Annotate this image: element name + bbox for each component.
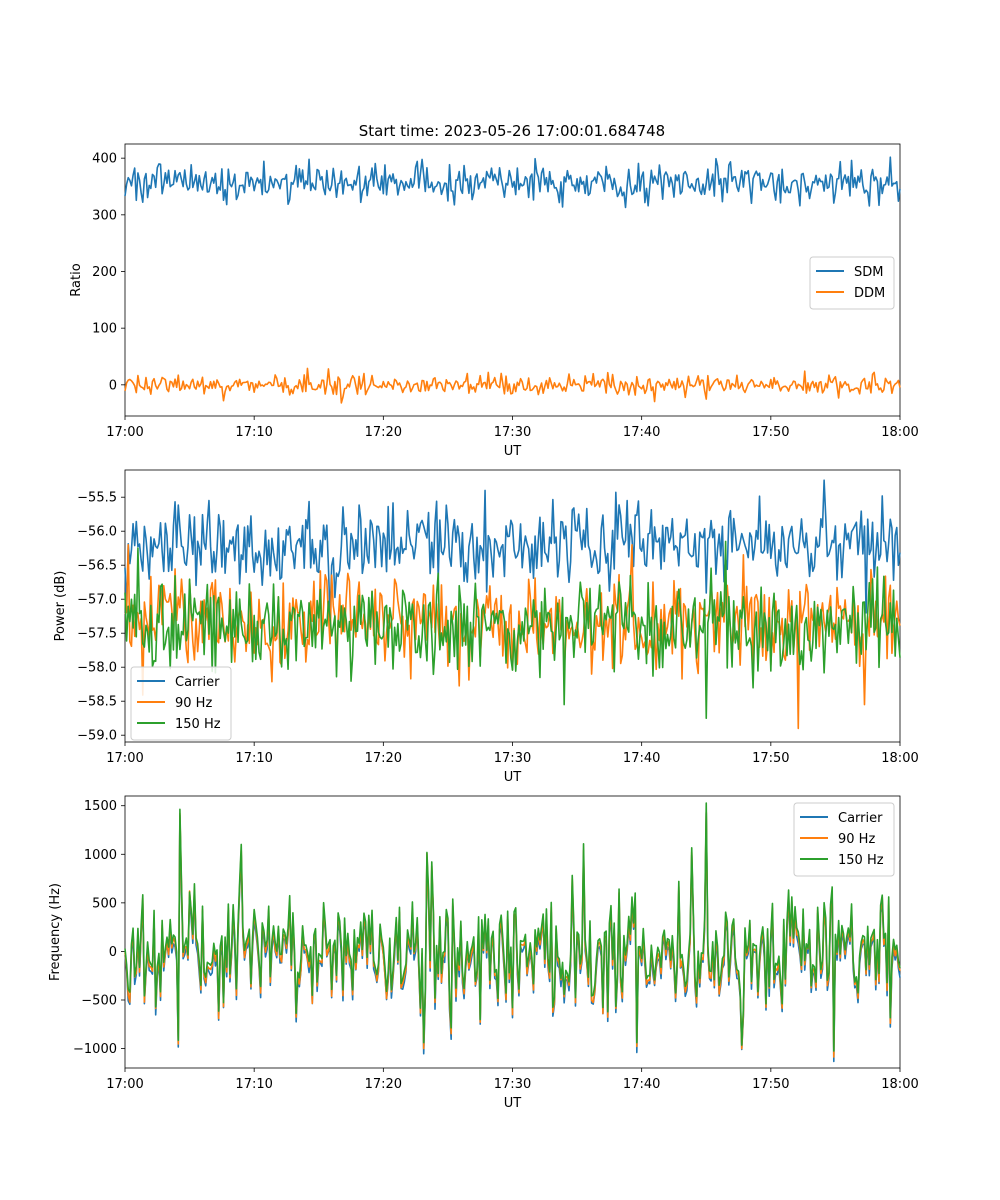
y-tick-label: 400 xyxy=(92,152,117,167)
y-tick-label: −58.5 xyxy=(77,695,117,710)
y-tick-label: 1500 xyxy=(84,799,117,814)
y-tick-label: 100 xyxy=(92,322,117,337)
y-tick-label: −57.0 xyxy=(77,593,117,608)
x-tick-label: 17:20 xyxy=(365,1077,402,1092)
y-tick-label: −500 xyxy=(81,994,117,1009)
legend-box xyxy=(130,666,232,741)
axes-frame xyxy=(124,469,901,743)
frequency-panel: 17:00 17:10 17:20 17:30 17:40 17:50 18:00 UT −10… xyxy=(48,795,919,1111)
y-tick-label: 200 xyxy=(92,265,117,280)
legend-label: 150 Hz xyxy=(175,717,221,732)
legend-label: DDM xyxy=(854,286,885,301)
x-tick-label: 17:30 xyxy=(494,425,531,440)
y-tick-label: 300 xyxy=(92,208,117,223)
x-tick-label: 17:50 xyxy=(752,1077,789,1092)
x-tick-label: 17:30 xyxy=(494,751,531,766)
y-axis-label: Power (dB) xyxy=(53,571,68,642)
y-axis-label: Ratio xyxy=(69,263,84,296)
x-tick-label: 17:00 xyxy=(106,751,143,766)
legend-label: SDM xyxy=(854,265,883,280)
series-line-sdm xyxy=(124,156,901,209)
x-tick-label: 17:50 xyxy=(752,751,789,766)
x-axis-label: UT xyxy=(504,770,522,785)
x-tick-label: 17:20 xyxy=(365,751,402,766)
x-tick-label: 17:10 xyxy=(235,425,272,440)
y-axis-label: Frequency (Hz) xyxy=(48,883,63,981)
legend: Carrier 90 Hz 150 Hz xyxy=(130,666,232,741)
x-tick-label: 17:00 xyxy=(106,425,143,440)
legend-label: Carrier xyxy=(175,675,220,690)
x-axis-label: UT xyxy=(504,444,522,459)
series-line-carrier xyxy=(124,479,901,618)
y-tick-label: 0 xyxy=(109,945,117,960)
legend-label: 150 Hz xyxy=(838,853,884,868)
y-tick-label: −58.0 xyxy=(77,661,117,676)
x-tick-label: 17:40 xyxy=(623,751,660,766)
legend-label: 90 Hz xyxy=(838,832,875,847)
series-line-ddm xyxy=(124,367,901,404)
x-tick-label: 17:00 xyxy=(106,1077,143,1092)
y-tick-label: −59.0 xyxy=(77,729,117,744)
ratio-panel: 17:00 17:10 17:20 17:30 17:40 17:50 18:00 UT 0 10… xyxy=(69,143,919,459)
series-line-150-hz xyxy=(124,540,901,719)
x-tick-label: 17:50 xyxy=(752,425,789,440)
y-tick-label: −56.0 xyxy=(77,525,117,540)
x-tick-label: 18:00 xyxy=(881,751,918,766)
x-tick-label: 17:40 xyxy=(623,1077,660,1092)
legend-box xyxy=(793,802,895,877)
series-line-150-hz xyxy=(124,802,901,1052)
legend: Carrier 90 Hz 150 Hz xyxy=(793,802,895,877)
power-panel: 17:00 17:10 17:20 17:30 17:40 17:50 18:00 UT −59… xyxy=(53,469,919,785)
y-tick-label: 0 xyxy=(109,378,117,393)
y-tick-label: 1000 xyxy=(84,848,117,863)
x-tick-label: 18:00 xyxy=(881,1077,918,1092)
x-tick-label: 18:00 xyxy=(881,425,918,440)
y-tick-label: −1000 xyxy=(73,1042,117,1057)
x-tick-label: 17:10 xyxy=(235,751,272,766)
x-tick-label: 17:10 xyxy=(235,1077,272,1092)
x-tick-label: 17:20 xyxy=(365,425,402,440)
legend: SDM DDM xyxy=(809,256,895,310)
y-tick-label: 500 xyxy=(92,896,117,911)
figure-title: Start time: 2023-05-26 17:00:01.684748 xyxy=(359,122,665,140)
y-tick-label: −55.5 xyxy=(77,491,117,506)
x-tick-label: 17:30 xyxy=(494,1077,531,1092)
legend-label: 90 Hz xyxy=(175,696,212,711)
x-tick-label: 17:40 xyxy=(623,425,660,440)
legend-label: Carrier xyxy=(838,811,883,826)
y-tick-label: −57.5 xyxy=(77,627,117,642)
x-axis-label: UT xyxy=(504,1096,522,1111)
y-tick-label: −56.5 xyxy=(77,559,117,574)
